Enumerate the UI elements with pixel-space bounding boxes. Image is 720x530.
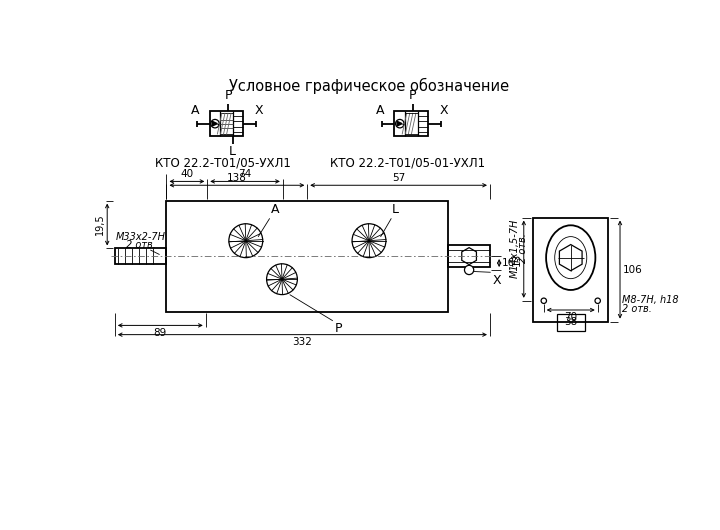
Polygon shape [559, 244, 582, 271]
Bar [448, 245, 490, 267]
Text: L: L [229, 145, 236, 158]
Circle shape [595, 298, 600, 304]
Text: М33х2-7Н: М33х2-7Н [116, 232, 166, 242]
Text: 74: 74 [238, 169, 252, 179]
Text: A: A [191, 104, 199, 117]
Text: A: A [376, 104, 384, 117]
Text: М14х1,5-7Н: М14х1,5-7Н [510, 219, 520, 278]
Polygon shape [397, 121, 402, 126]
Bar [166, 201, 448, 312]
Text: 16: 16 [501, 258, 515, 268]
Text: М8-7Н, h18: М8-7Н, h18 [622, 295, 679, 305]
Text: A: A [271, 203, 279, 216]
Text: Условное графическое обозначение: Условное графическое обозначение [229, 77, 509, 94]
Circle shape [352, 224, 386, 258]
Text: 89: 89 [153, 328, 167, 338]
Text: 2 отв.: 2 отв. [126, 240, 156, 250]
Text: P: P [334, 322, 342, 334]
Bar [557, 314, 585, 331]
Text: X: X [255, 104, 264, 117]
Text: X: X [439, 104, 448, 117]
Text: 13: 13 [511, 253, 521, 266]
Text: 19,5: 19,5 [95, 214, 105, 235]
Text: 138: 138 [227, 173, 247, 183]
Text: 40: 40 [180, 169, 194, 179]
Text: 2 отв.: 2 отв. [518, 233, 528, 263]
Circle shape [541, 298, 546, 304]
Text: КТО 22.2-Т01/05-УХЛ1: КТО 22.2-Т01/05-УХЛ1 [155, 156, 291, 169]
Bar [395, 111, 428, 136]
Text: X: X [492, 274, 501, 287]
Text: 332: 332 [292, 337, 312, 347]
Bar [210, 111, 243, 136]
Text: L: L [392, 203, 399, 216]
Circle shape [229, 224, 263, 258]
Text: 106: 106 [622, 264, 642, 275]
Text: 2 отв.: 2 отв. [622, 304, 652, 314]
Bar [533, 218, 608, 322]
Text: P: P [409, 89, 417, 102]
Circle shape [464, 266, 474, 275]
Bar [115, 249, 166, 264]
Text: 57: 57 [392, 173, 405, 183]
Circle shape [266, 264, 297, 295]
Text: 38: 38 [564, 317, 577, 328]
Text: P: P [225, 89, 232, 102]
Polygon shape [462, 248, 477, 264]
Text: КТО 22.2-Т01/05-01-УХЛ1: КТО 22.2-Т01/05-01-УХЛ1 [330, 156, 485, 169]
Text: 70: 70 [564, 312, 577, 322]
Polygon shape [212, 121, 217, 126]
